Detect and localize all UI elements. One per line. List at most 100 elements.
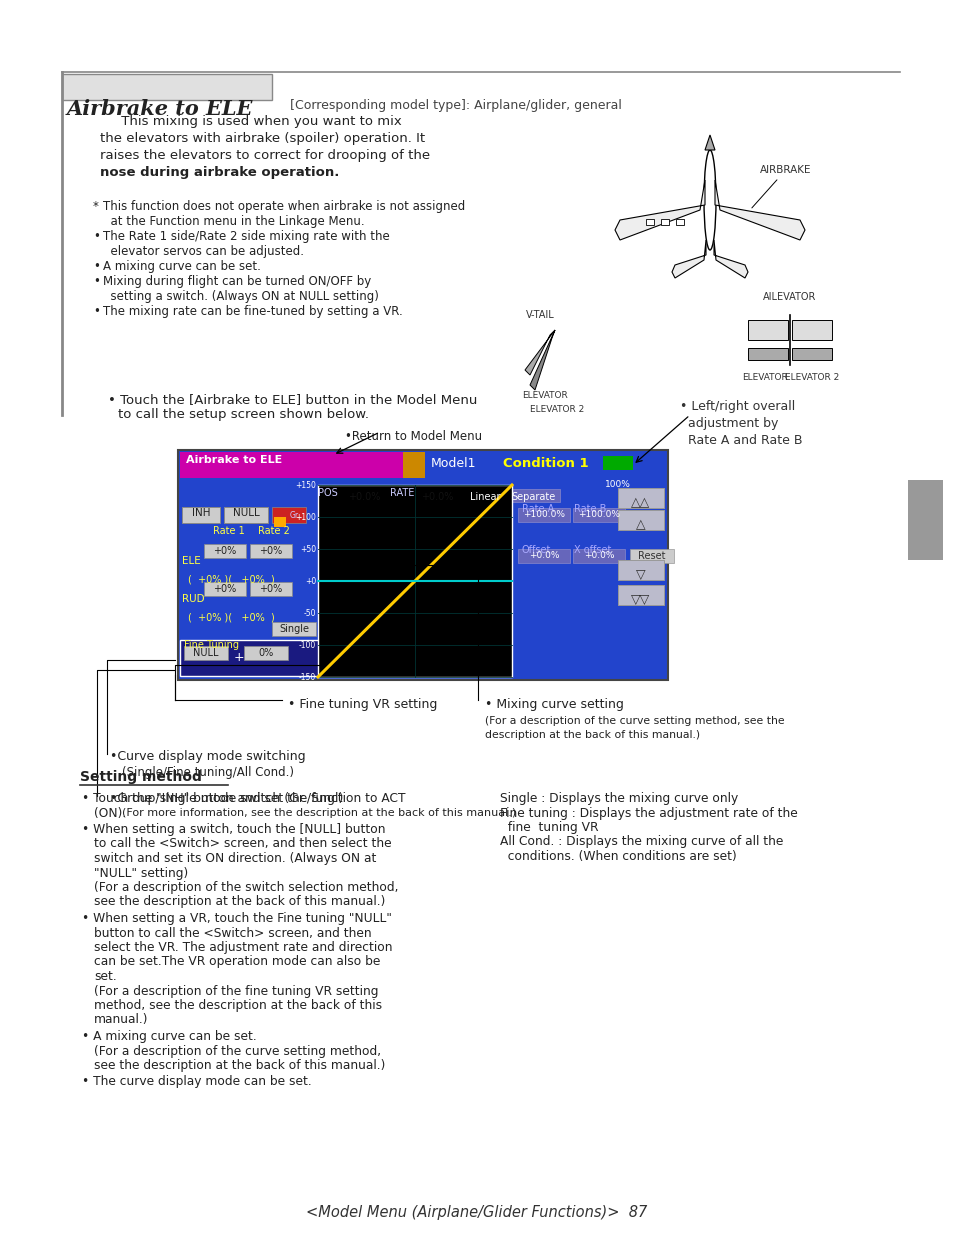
- Bar: [178, 450, 667, 680]
- Text: • Mixing curve setting: • Mixing curve setting: [484, 698, 623, 711]
- Text: Rate A: Rate A: [521, 504, 554, 514]
- Text: The mixing rate can be fine-tuned by setting a VR.: The mixing rate can be fine-tuned by set…: [103, 305, 402, 317]
- Text: ELEVATOR: ELEVATOR: [521, 391, 567, 400]
- Text: • When setting a VR, touch the Fine tuning "NULL": • When setting a VR, touch the Fine tuni…: [82, 911, 392, 925]
- Text: Fine tuning : Displays the adjustment rate of the: Fine tuning : Displays the adjustment ra…: [499, 806, 797, 820]
- Text: +0%: +0%: [213, 546, 236, 556]
- Bar: [573, 508, 624, 522]
- Text: ELEVATOR 2: ELEVATOR 2: [530, 405, 583, 414]
- Bar: [339, 489, 388, 501]
- Bar: [272, 508, 306, 522]
- Text: +0%: +0%: [259, 546, 282, 556]
- Text: nose during airbrake operation.: nose during airbrake operation.: [100, 165, 339, 179]
- Bar: [517, 550, 569, 563]
- Bar: [618, 585, 663, 605]
- Text: Condition 1: Condition 1: [502, 457, 588, 471]
- Bar: [184, 646, 228, 659]
- Text: -100: -100: [298, 641, 315, 650]
- Bar: [250, 543, 292, 558]
- Text: method, see the description at the back of this: method, see the description at the back …: [94, 999, 382, 1011]
- Text: This function does not operate when airbrake is not assigned: This function does not operate when airb…: [103, 200, 465, 212]
- Text: button to call the <Switch> screen, and then: button to call the <Switch> screen, and …: [94, 926, 372, 940]
- Bar: [272, 622, 315, 636]
- Text: • Touch the [Airbrake to ELE] button in the Model Menu: • Touch the [Airbrake to ELE] button in …: [108, 393, 477, 406]
- Text: •Curve display mode switching: •Curve display mode switching: [110, 750, 305, 763]
- Text: •Group/single mode switch (Gr./Sngl): •Group/single mode switch (Gr./Sngl): [110, 792, 343, 805]
- Text: Offset: Offset: [521, 545, 551, 555]
- Bar: [204, 543, 246, 558]
- Bar: [747, 320, 787, 340]
- Bar: [618, 559, 663, 580]
- Text: • Touch the "INH" button and set the function to ACT: • Touch the "INH" button and set the fun…: [82, 792, 405, 805]
- Text: A mixing curve can be set.: A mixing curve can be set.: [103, 261, 260, 273]
- Text: •Return to Model Menu: •Return to Model Menu: [345, 430, 481, 443]
- Text: (For more information, see the description at the back of this manual.): (For more information, see the descripti…: [122, 808, 516, 818]
- Text: △: △: [636, 517, 645, 531]
- Text: Single : Displays the mixing curve only: Single : Displays the mixing curve only: [499, 792, 738, 805]
- Text: +50: +50: [299, 545, 315, 553]
- Bar: [182, 508, 220, 522]
- Text: (For a description of the switch selection method,: (For a description of the switch selecti…: [94, 881, 398, 894]
- Text: • The curve display mode can be set.: • The curve display mode can be set.: [82, 1076, 312, 1088]
- Bar: [204, 582, 246, 597]
- Text: elevator servos can be adjusted.: elevator servos can be adjusted.: [103, 245, 304, 258]
- Text: switch and set its ON direction. (Always ON at: switch and set its ON direction. (Always…: [94, 852, 376, 864]
- Text: ▽▽: ▽▽: [631, 593, 650, 606]
- Text: +0.0%: +0.0%: [583, 551, 614, 559]
- Text: fine  tuning VR: fine tuning VR: [499, 821, 598, 834]
- Text: +0%: +0%: [259, 584, 282, 594]
- Text: +100.0%: +100.0%: [578, 510, 619, 519]
- Text: raises the elevators to correct for drooping of the: raises the elevators to correct for droo…: [100, 149, 430, 162]
- Bar: [62, 74, 272, 100]
- Text: +100.0%: +100.0%: [522, 510, 564, 519]
- Text: INH: INH: [192, 508, 210, 517]
- Bar: [507, 489, 559, 501]
- Text: the elevators with airbrake (spoiler) operation. It: the elevators with airbrake (spoiler) op…: [100, 132, 425, 144]
- Polygon shape: [713, 240, 747, 278]
- Text: +150: +150: [294, 480, 315, 489]
- Bar: [573, 550, 624, 563]
- Bar: [462, 489, 506, 501]
- Bar: [629, 550, 673, 563]
- Bar: [274, 517, 286, 527]
- Text: △△: △△: [631, 496, 650, 509]
- Text: +0.0%: +0.0%: [348, 492, 380, 501]
- Text: Rate 2: Rate 2: [257, 526, 290, 536]
- Polygon shape: [714, 180, 804, 240]
- Text: see the description at the back of this manual.): see the description at the back of this …: [94, 895, 385, 909]
- Text: Rate B: Rate B: [574, 504, 606, 514]
- Bar: [180, 640, 319, 676]
- Text: ▽: ▽: [636, 568, 645, 580]
- Text: All Cond. : Displays the mixing curve of all the: All Cond. : Displays the mixing curve of…: [499, 836, 782, 848]
- Bar: [660, 219, 668, 225]
- Text: RUD: RUD: [182, 594, 204, 604]
- Bar: [907, 480, 942, 559]
- Text: Separate: Separate: [512, 492, 556, 501]
- Text: •: •: [92, 275, 100, 288]
- Text: AIRBRAKE: AIRBRAKE: [751, 165, 811, 207]
- Bar: [244, 646, 288, 659]
- Bar: [180, 452, 405, 478]
- Text: AILEVATOR: AILEVATOR: [762, 291, 816, 303]
- Bar: [676, 219, 683, 225]
- Bar: [317, 485, 512, 677]
- Text: Gr..: Gr..: [290, 511, 303, 520]
- Text: *: *: [92, 200, 99, 212]
- Text: setting a switch. (Always ON at NULL setting): setting a switch. (Always ON at NULL set…: [103, 290, 378, 303]
- Text: <Model Menu (Airplane/Glider Functions)>  87: <Model Menu (Airplane/Glider Functions)>…: [306, 1205, 647, 1220]
- Text: X offset: X offset: [574, 545, 611, 555]
- Text: Rate 1: Rate 1: [213, 526, 245, 536]
- Text: Setting method: Setting method: [80, 769, 202, 784]
- Text: Airbrake to ELE: Airbrake to ELE: [67, 99, 253, 119]
- Text: +: +: [233, 651, 244, 664]
- Text: Airbrake to ELE: Airbrake to ELE: [186, 454, 282, 466]
- Text: •: •: [92, 230, 100, 243]
- Text: conditions. (When conditions are set): conditions. (When conditions are set): [499, 850, 736, 863]
- Text: ELEVATOR 2: ELEVATOR 2: [784, 373, 839, 382]
- Bar: [618, 510, 663, 530]
- Bar: [747, 348, 787, 359]
- Text: RATE: RATE: [390, 488, 414, 498]
- Text: [Corresponding model type]: Airplane/glider, general: [Corresponding model type]: Airplane/gli…: [290, 99, 621, 112]
- Bar: [791, 320, 831, 340]
- Bar: [517, 508, 569, 522]
